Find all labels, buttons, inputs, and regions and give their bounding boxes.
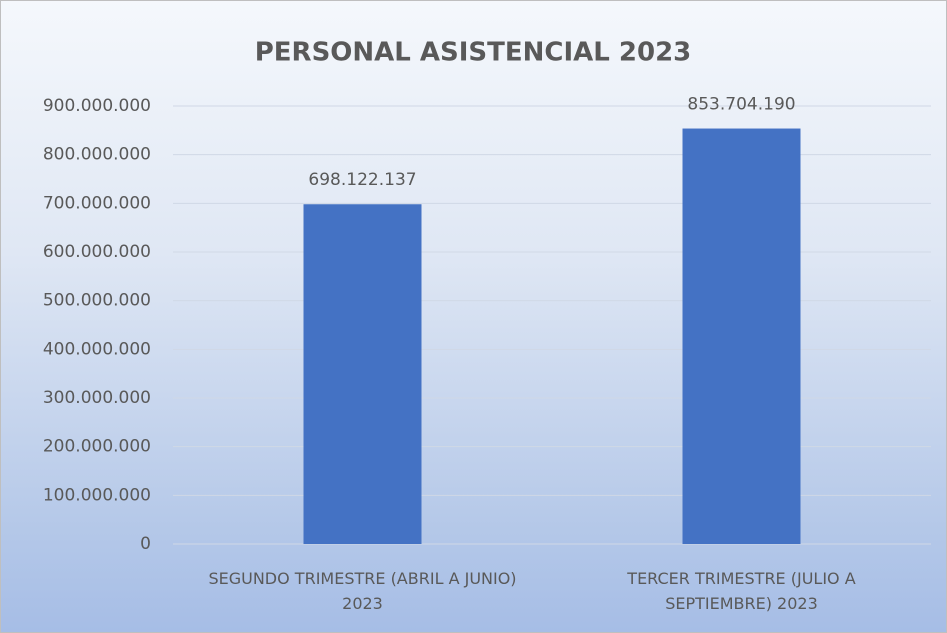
y-tick-label: 300.000.000 xyxy=(43,388,151,408)
y-tick-label: 200.000.000 xyxy=(43,437,151,457)
bar xyxy=(682,128,801,544)
x-tick-label: SEGUNDO TRIMESTRE (ABRIL A JUNIO) 2023 xyxy=(208,569,517,613)
y-tick-label: 800.000.000 xyxy=(43,145,151,165)
x-tick-label: TERCER TRIMESTRE (JULIO A SEPTIEMBRE) 20… xyxy=(627,569,856,613)
y-tick-label: 700.000.000 xyxy=(43,193,151,213)
y-tick-label: 100.000.000 xyxy=(43,485,151,505)
y-tick-label: 0 xyxy=(140,534,151,554)
data-label: 698.122.137 xyxy=(308,170,416,190)
y-tick-label: 900.000.000 xyxy=(43,96,151,116)
bar xyxy=(303,204,422,544)
chart-title: PERSONAL ASISTENCIAL 2023 xyxy=(255,38,692,68)
y-tick-label: 600.000.000 xyxy=(43,242,151,262)
y-tick-label: 400.000.000 xyxy=(43,339,151,359)
data-label: 853.704.190 xyxy=(687,95,795,115)
y-tick-label: 500.000.000 xyxy=(43,291,151,311)
